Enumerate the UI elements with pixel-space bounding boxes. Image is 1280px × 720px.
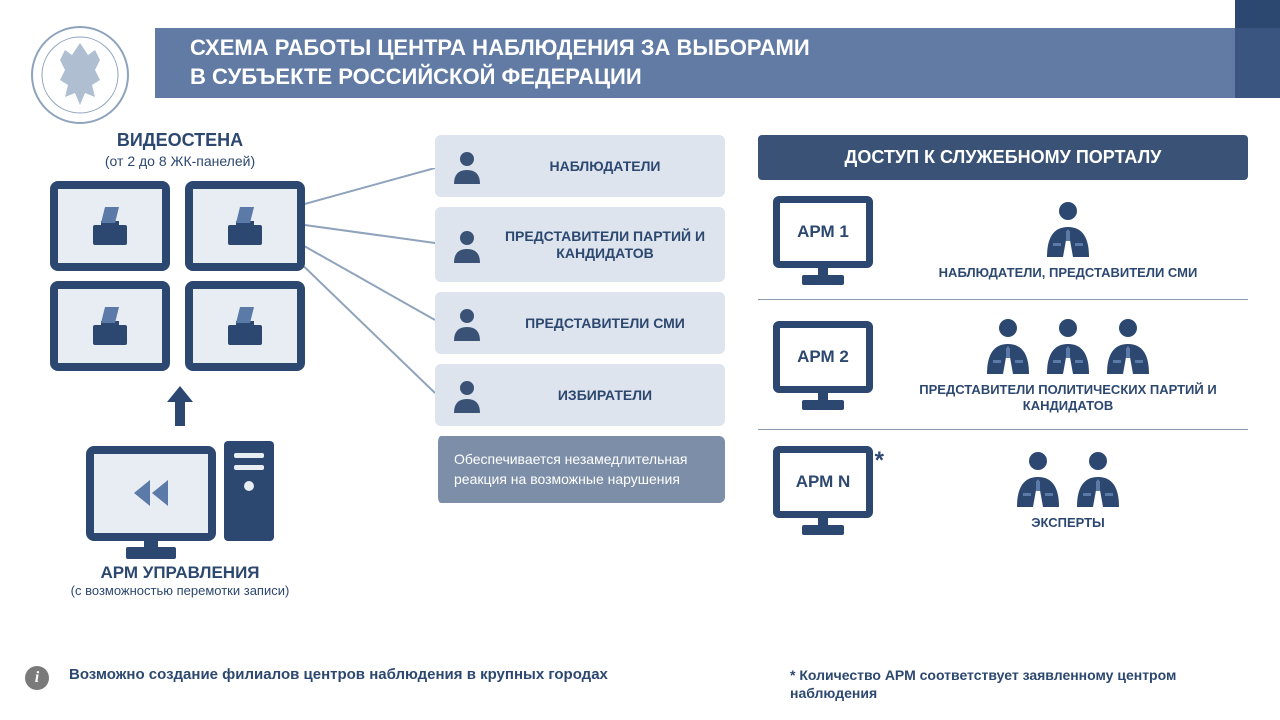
portal-people-1: НАБЛЮДАТЕЛИ, ПРЕДСТАВИТЕЛИ СМИ bbox=[898, 199, 1238, 281]
arrow-up-icon bbox=[165, 386, 195, 431]
note-box: Обеспечивается незамедлительная реакция … bbox=[435, 436, 725, 503]
portal-people-2: ПРЕДСТАВИТЕЛИ ПОЛИТИЧЕСКИХ ПАРТИЙ И КАНД… bbox=[898, 316, 1238, 415]
panel-2 bbox=[185, 181, 305, 271]
header-bar: СХЕМА РАБОТЫ ЦЕНТРА НАБЛЮДЕНИЯ ЗА ВЫБОРА… bbox=[155, 28, 1235, 98]
arm-monitor-1: АРМ 1 bbox=[768, 196, 878, 285]
tower-icon bbox=[224, 441, 274, 541]
portal-header: ДОСТУП К СЛУЖЕБНОМУ ПОРТАЛУ bbox=[758, 135, 1248, 180]
videowall-title: ВИДЕОСТЕНА bbox=[25, 130, 335, 151]
header-line2: В СУБЪЕКТЕ РОССИЙСКОЙ ФЕДЕРАЦИИ bbox=[190, 63, 810, 92]
suit-icon bbox=[1011, 449, 1065, 507]
footer-right-text: * Количество АРМ соответствует заявленно… bbox=[790, 666, 1255, 702]
header-line1: СХЕМА РАБОТЫ ЦЕНТРА НАБЛЮДЕНИЯ ЗА ВЫБОРА… bbox=[190, 34, 810, 63]
arm-control-title: АРМ УПРАВЛЕНИЯ bbox=[25, 563, 335, 583]
accent-top bbox=[1235, 0, 1280, 28]
arm-screen-label: АРМ 1 bbox=[773, 196, 873, 268]
right-column: ДОСТУП К СЛУЖЕБНОМУ ПОРТАЛУ АРМ 1 НАБЛЮД… bbox=[758, 135, 1248, 549]
info-icon: i bbox=[25, 666, 49, 690]
suit-icon bbox=[1101, 316, 1155, 374]
arm-screen-label: АРМ 2 bbox=[773, 321, 873, 393]
role-voters: ИЗБИРАТЕЛИ bbox=[435, 364, 725, 426]
emblem-logo bbox=[25, 20, 135, 130]
portal-label: ЭКСПЕРТЫ bbox=[898, 515, 1238, 531]
footer: i Возможно создание филиалов центров наб… bbox=[25, 666, 1255, 702]
arm-control-graphic bbox=[25, 441, 335, 541]
videowall-subtitle: (от 2 до 8 ЖК-панелей) bbox=[25, 153, 335, 169]
panel-4 bbox=[185, 281, 305, 371]
person-icon bbox=[449, 227, 485, 263]
arm-screen-label: АРМ N* bbox=[773, 446, 873, 518]
role-label: ИЗБИРАТЕЛИ bbox=[499, 387, 711, 404]
portal-row-2: АРМ 2 ПРЕДСТАВИТЕЛИ ПОЛИТИЧЕСКИХ ПАРТИЙ … bbox=[758, 300, 1248, 430]
portal-people-n: ЭКСПЕРТЫ bbox=[898, 449, 1238, 531]
role-parties: ПРЕДСТАВИТЕЛИ ПАРТИЙ И КАНДИДАТОВ bbox=[435, 207, 725, 282]
portal-row-n: АРМ N* ЭКСПЕРТЫ bbox=[758, 430, 1248, 549]
role-media: ПРЕДСТАВИТЕЛИ СМИ bbox=[435, 292, 725, 354]
portal-label: НАБЛЮДАТЕЛИ, ПРЕДСТАВИТЕЛИ СМИ bbox=[898, 265, 1238, 281]
role-label: НАБЛЮДАТЕЛИ bbox=[499, 158, 711, 175]
accent-side bbox=[1235, 28, 1280, 98]
person-icon bbox=[449, 377, 485, 413]
header-title: СХЕМА РАБОТЫ ЦЕНТРА НАБЛЮДЕНИЯ ЗА ВЫБОРА… bbox=[190, 34, 810, 91]
suit-icon bbox=[1071, 449, 1125, 507]
middle-column: НАБЛЮДАТЕЛИ ПРЕДСТАВИТЕЛИ ПАРТИЙ И КАНДИ… bbox=[435, 135, 725, 503]
videowall-grid bbox=[50, 181, 310, 371]
arm-monitor-n: АРМ N* bbox=[768, 446, 878, 535]
suit-icon bbox=[981, 316, 1035, 374]
arm-control-subtitle: (с возможностью перемотки записи) bbox=[25, 583, 335, 598]
role-label: ПРЕДСТАВИТЕЛИ ПАРТИЙ И КАНДИДАТОВ bbox=[499, 228, 711, 262]
portal-label: ПРЕДСТАВИТЕЛИ ПОЛИТИЧЕСКИХ ПАРТИЙ И КАНД… bbox=[898, 382, 1238, 415]
footer-left-text: Возможно создание филиалов центров наблю… bbox=[69, 666, 770, 683]
monitor-icon bbox=[86, 446, 216, 541]
suit-icon bbox=[1041, 316, 1095, 374]
arm-monitor-2: АРМ 2 bbox=[768, 321, 878, 410]
person-icon bbox=[449, 148, 485, 184]
panel-1 bbox=[50, 181, 170, 271]
person-icon bbox=[449, 305, 485, 341]
portal-row-1: АРМ 1 НАБЛЮДАТЕЛИ, ПРЕДСТАВИТЕЛИ СМИ bbox=[758, 180, 1248, 300]
role-observers: НАБЛЮДАТЕЛИ bbox=[435, 135, 725, 197]
asterisk: * bbox=[875, 447, 884, 475]
suit-icon bbox=[1041, 199, 1095, 257]
left-column: ВИДЕОСТЕНА (от 2 до 8 ЖК-панелей) АРМ УП… bbox=[25, 130, 335, 598]
panel-3 bbox=[50, 281, 170, 371]
role-label: ПРЕДСТАВИТЕЛИ СМИ bbox=[499, 315, 711, 332]
